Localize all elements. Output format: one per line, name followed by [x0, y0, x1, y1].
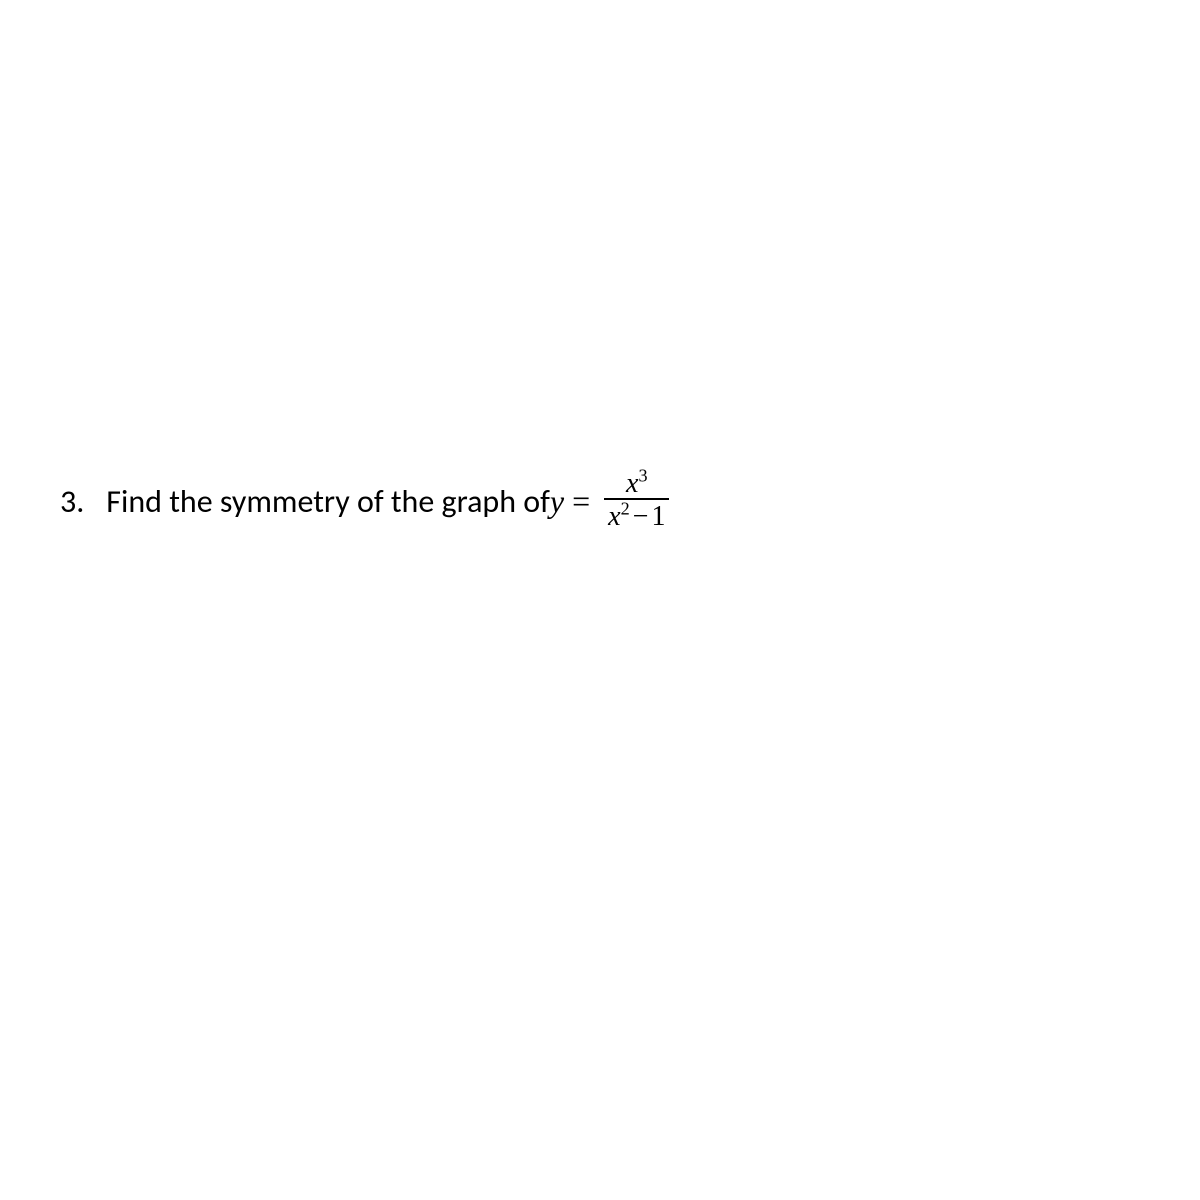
problem-text-prefix: Find the symmetry of the graph of	[106, 482, 550, 521]
numerator: x3	[622, 470, 652, 498]
problem-number: 3.	[60, 482, 84, 521]
problem-container: 3. Find the symmetry of the graph of y =…	[60, 470, 669, 533]
minus-sign: −	[633, 501, 649, 532]
numerator-base: x	[626, 468, 638, 499]
equals-sign: =	[572, 483, 590, 520]
denominator-exponent: 2	[621, 499, 630, 519]
denominator-base: x	[608, 501, 620, 532]
denominator-constant: 1	[651, 501, 665, 532]
denominator: x2−1	[604, 498, 669, 533]
numerator-exponent: 3	[638, 466, 647, 486]
variable-y: y	[550, 483, 564, 520]
problem-statement: Find the symmetry of the graph of y = x3…	[106, 470, 669, 533]
fraction: x3 x2−1	[604, 470, 669, 533]
